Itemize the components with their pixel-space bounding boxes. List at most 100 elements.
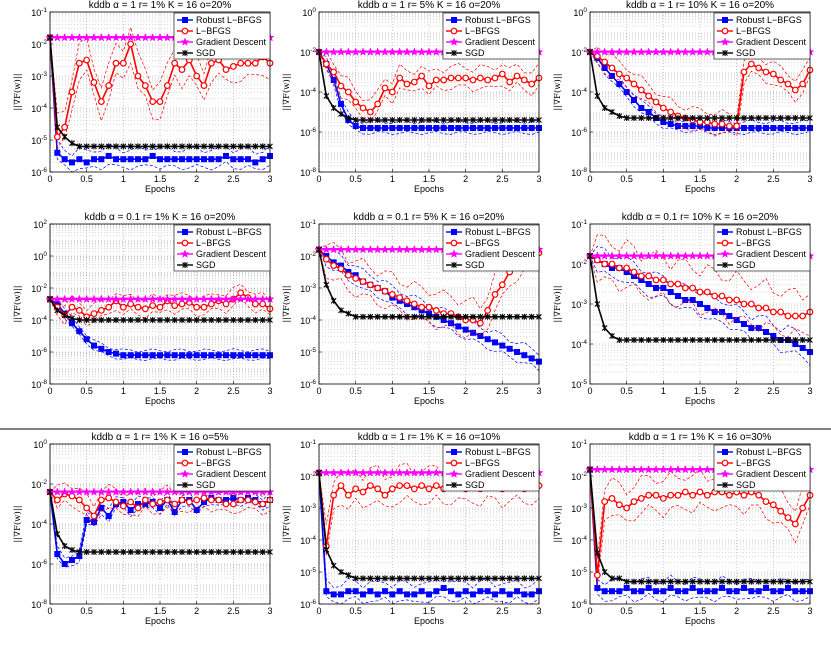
data-point (645, 578, 652, 585)
y-tick-label: 10-4 (300, 87, 316, 98)
data-point (345, 588, 352, 595)
data-point (104, 294, 114, 304)
x-tick-label: 1 (390, 386, 395, 396)
data-point (697, 578, 703, 585)
data-point (484, 117, 491, 123)
chart-title: kddb α = 1 r= 5% K = 16 o=20% (358, 0, 501, 11)
data-point (127, 317, 134, 323)
data-point (149, 302, 157, 310)
data-point (97, 98, 105, 105)
data-point (352, 313, 359, 320)
x-tick-label: 2.5 (496, 386, 509, 396)
data-point (330, 105, 337, 111)
x-tick-label: 1.5 (154, 386, 167, 396)
chart-panel-1: 0 0.5 1 1.5 2 2.5 3 10-6 10-5 10-4 10-3 10-2 10-1 kdd… (12, 0, 275, 194)
data-point (193, 496, 201, 504)
data-point (477, 588, 484, 595)
y-axis-label: ||∇F(w)|| (552, 505, 563, 542)
data-point (726, 337, 733, 343)
data-point (338, 591, 344, 598)
y-tick-label: 102 (33, 219, 47, 230)
x-tick-label: 1 (661, 386, 666, 396)
data-point (141, 496, 149, 504)
data-point (726, 578, 733, 585)
data-point (230, 317, 237, 323)
legend-marker (182, 50, 188, 56)
data-point (792, 115, 799, 121)
data-point (163, 82, 171, 89)
data-point (140, 32, 150, 42)
data-point (674, 280, 682, 288)
data-point (651, 251, 661, 260)
y-tick-label: 10-5 (31, 135, 47, 146)
data-point (726, 115, 733, 121)
data-point (792, 125, 799, 131)
data-point (54, 124, 61, 131)
data-point (653, 578, 659, 585)
data-point (409, 47, 419, 56)
data-point (733, 115, 740, 121)
data-point (329, 47, 339, 56)
data-point (60, 487, 70, 496)
data-point (118, 32, 128, 42)
data-point (601, 58, 609, 66)
data-point (514, 313, 520, 320)
data-point (170, 294, 180, 304)
data-point (207, 59, 215, 67)
data-point (155, 32, 165, 42)
x-axis-label: Epochs (414, 396, 445, 406)
data-point (470, 575, 476, 582)
data-point (680, 47, 690, 56)
data-point (689, 115, 696, 121)
data-point (784, 514, 792, 521)
series-sgd (587, 466, 813, 585)
data-point (763, 578, 769, 585)
data-point (660, 578, 667, 585)
data-point (323, 93, 330, 99)
data-point (484, 336, 491, 343)
data-point (491, 74, 499, 82)
data-point (455, 125, 462, 131)
data-point (402, 47, 412, 56)
x-tick-label: 2 (463, 606, 468, 616)
data-point (514, 117, 520, 123)
x-tick-label: 3 (807, 606, 812, 616)
y-tick-label: 10-4 (31, 519, 47, 530)
legend-label: L−BFGS (465, 26, 500, 36)
data-point (506, 78, 514, 86)
data-point (164, 156, 171, 163)
x-tick-label: 2.5 (227, 386, 240, 396)
data-point (652, 98, 660, 106)
data-point (381, 491, 389, 499)
data-point (164, 549, 171, 555)
data-point (60, 294, 70, 304)
data-point (682, 297, 689, 303)
data-point (199, 294, 209, 304)
data-point (352, 98, 360, 106)
legend-label: SGD (196, 480, 216, 490)
y-tick-label: 10-2 (571, 47, 587, 58)
data-point (666, 47, 676, 56)
data-point (492, 313, 498, 320)
x-tick-label: 1.5 (154, 606, 167, 616)
data-point (644, 464, 654, 474)
x-tick-label: 0 (587, 386, 592, 396)
x-tick-label: 2.5 (767, 174, 780, 184)
data-point (112, 498, 120, 506)
data-point (352, 275, 360, 282)
data-point (594, 549, 601, 556)
data-point (417, 468, 427, 477)
data-point (83, 549, 90, 555)
y-tick-label: 10-6 (31, 559, 47, 570)
data-point (69, 547, 75, 553)
data-point (747, 60, 755, 68)
data-point (98, 549, 105, 555)
data-point (214, 294, 224, 304)
data-point (631, 588, 637, 595)
y-tick-label: 10-2 (571, 471, 587, 482)
data-point (157, 143, 163, 150)
data-point (492, 339, 498, 346)
series-sgd (47, 34, 273, 150)
